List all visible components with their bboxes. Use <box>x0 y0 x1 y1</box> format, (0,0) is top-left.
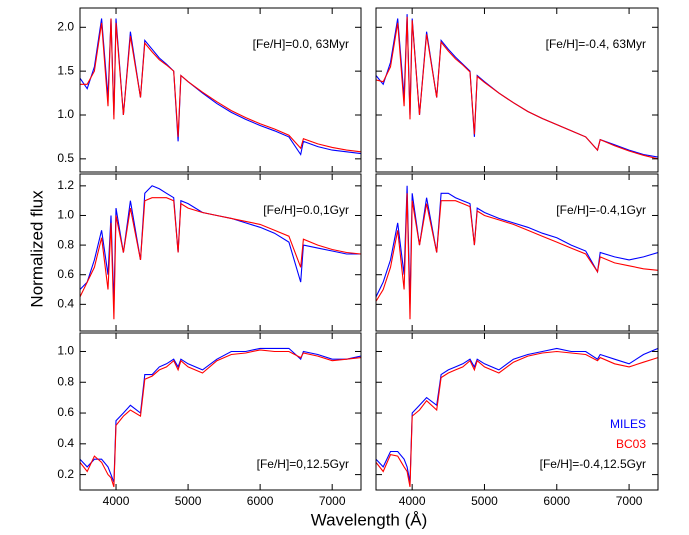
y-tick-label: 0.4 <box>57 436 74 450</box>
plot-area <box>376 14 658 160</box>
y-tick-label: 1.0 <box>57 208 74 222</box>
y-tick-label: 2.0 <box>57 19 74 33</box>
x-tick-label: 4000 <box>103 494 130 508</box>
annotation: [Fe/H]=0.0, 63Myr <box>253 37 349 51</box>
annotation: [Fe/H]=-0.4,1Gyr <box>556 203 646 217</box>
annotation: [Fe/H]=0.0,1Gyr <box>263 203 349 217</box>
y-tick-label: 0.6 <box>57 405 74 419</box>
plot-area <box>80 185 361 320</box>
spectrum-line <box>376 350 658 488</box>
panel-frame <box>375 7 659 173</box>
spectrum-line <box>376 347 658 483</box>
panel-frame <box>375 173 659 332</box>
panel-frame <box>375 332 659 491</box>
y-tick-label: 0.4 <box>57 297 74 311</box>
spectrum-line <box>80 18 361 153</box>
y-tick-label: 0.8 <box>57 374 74 388</box>
y-tick-label: 1.0 <box>57 344 74 358</box>
y-tick-label: 0.8 <box>57 237 74 251</box>
x-axis-label: Wavelength (Å) <box>311 510 428 529</box>
plot-area <box>80 18 361 156</box>
annotation: [Fe/H]=0,12.5Gyr <box>257 457 349 471</box>
x-tick-label: 7000 <box>616 494 643 508</box>
y-tick-label: 0.5 <box>57 151 74 165</box>
spectrum-line <box>376 14 658 158</box>
spectrum-line <box>376 16 658 160</box>
panel-frame <box>79 332 362 491</box>
legend-entry: MILES <box>610 417 646 431</box>
y-tick-label: 1.2 <box>57 178 74 192</box>
y-tick-label: 1.0 <box>57 107 74 121</box>
x-tick-label: 4000 <box>399 494 426 508</box>
spectrum-line <box>80 197 361 320</box>
x-tick-label: 5000 <box>175 494 202 508</box>
x-tick-label: 5000 <box>471 494 498 508</box>
y-tick-label: 0.6 <box>57 267 74 281</box>
y-tick-label: 1.5 <box>57 63 74 77</box>
plot-area <box>376 347 658 488</box>
x-tick-label: 6000 <box>247 494 274 508</box>
plot-area <box>376 185 658 320</box>
y-tick-label: 0.2 <box>57 467 74 481</box>
x-tick-label: 6000 <box>543 494 570 508</box>
panel-frame <box>79 173 362 332</box>
plot-area <box>80 347 361 488</box>
legend-entry: BC03 <box>616 437 646 451</box>
spectrum-line <box>376 193 658 320</box>
panel-frame <box>79 7 362 173</box>
x-tick-label: 7000 <box>319 494 346 508</box>
spectrum-line <box>80 347 361 483</box>
spectrum-line <box>80 349 361 488</box>
annotation: [Fe/H]=-0.4,12.5Gyr <box>540 457 646 471</box>
annotation: [Fe/H]=-0.4, 63Myr <box>546 37 646 51</box>
y-axis-label: Normalized flux <box>27 190 46 308</box>
